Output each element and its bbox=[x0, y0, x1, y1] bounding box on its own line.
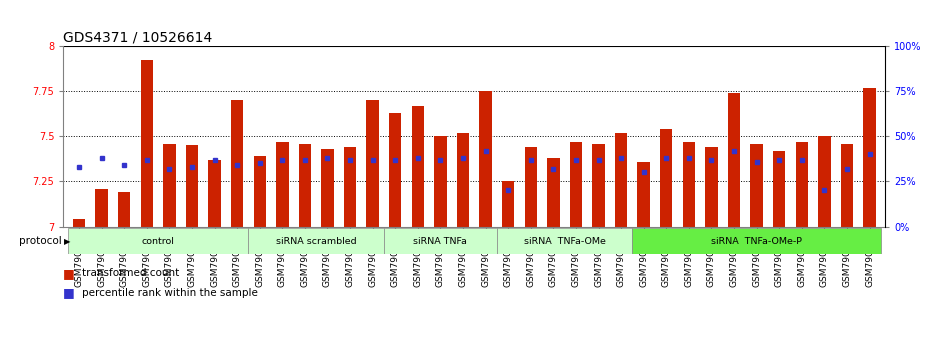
Bar bbox=[163, 143, 176, 227]
Bar bbox=[592, 143, 604, 227]
Text: ■: ■ bbox=[63, 267, 75, 280]
Bar bbox=[248, 228, 384, 254]
Bar bbox=[502, 181, 514, 227]
Bar bbox=[344, 147, 356, 227]
Bar bbox=[818, 136, 830, 227]
Bar bbox=[299, 143, 312, 227]
Bar bbox=[637, 161, 650, 227]
Bar bbox=[208, 160, 220, 227]
Bar bbox=[412, 105, 424, 227]
Bar bbox=[96, 189, 108, 227]
Bar bbox=[705, 147, 718, 227]
Bar bbox=[434, 136, 446, 227]
Bar bbox=[773, 151, 786, 227]
Bar bbox=[321, 149, 334, 227]
Bar bbox=[254, 156, 266, 227]
Bar bbox=[366, 100, 379, 227]
Text: percentile rank within the sample: percentile rank within the sample bbox=[82, 288, 258, 298]
Text: GDS4371 / 10526614: GDS4371 / 10526614 bbox=[63, 31, 212, 45]
Text: ■: ■ bbox=[63, 286, 75, 299]
Bar bbox=[570, 142, 582, 227]
Bar bbox=[863, 87, 876, 227]
Bar bbox=[497, 228, 632, 254]
Bar bbox=[751, 143, 763, 227]
Bar bbox=[632, 228, 881, 254]
Text: ▶: ▶ bbox=[64, 236, 71, 246]
Bar bbox=[231, 100, 244, 227]
Text: control: control bbox=[141, 236, 175, 246]
Text: siRNA  TNFa-OMe: siRNA TNFa-OMe bbox=[524, 236, 605, 246]
Text: protocol: protocol bbox=[19, 236, 61, 246]
Bar bbox=[140, 61, 153, 227]
Bar bbox=[276, 142, 288, 227]
Bar bbox=[728, 93, 740, 227]
Bar bbox=[389, 113, 402, 227]
Bar bbox=[73, 219, 86, 227]
Bar bbox=[525, 147, 537, 227]
Bar bbox=[457, 133, 470, 227]
Bar bbox=[384, 228, 497, 254]
Bar bbox=[660, 129, 672, 227]
Bar bbox=[118, 192, 130, 227]
Bar bbox=[479, 91, 492, 227]
Bar bbox=[795, 142, 808, 227]
Bar bbox=[186, 145, 198, 227]
Text: siRNA  TNFa-OMe-P: siRNA TNFa-OMe-P bbox=[711, 236, 802, 246]
Text: siRNA scrambled: siRNA scrambled bbox=[276, 236, 356, 246]
Bar bbox=[683, 142, 695, 227]
Text: siRNA TNFa: siRNA TNFa bbox=[414, 236, 468, 246]
Bar bbox=[547, 158, 560, 227]
Text: transformed count: transformed count bbox=[82, 268, 179, 278]
Bar bbox=[841, 143, 853, 227]
Bar bbox=[68, 228, 248, 254]
Bar bbox=[615, 133, 628, 227]
